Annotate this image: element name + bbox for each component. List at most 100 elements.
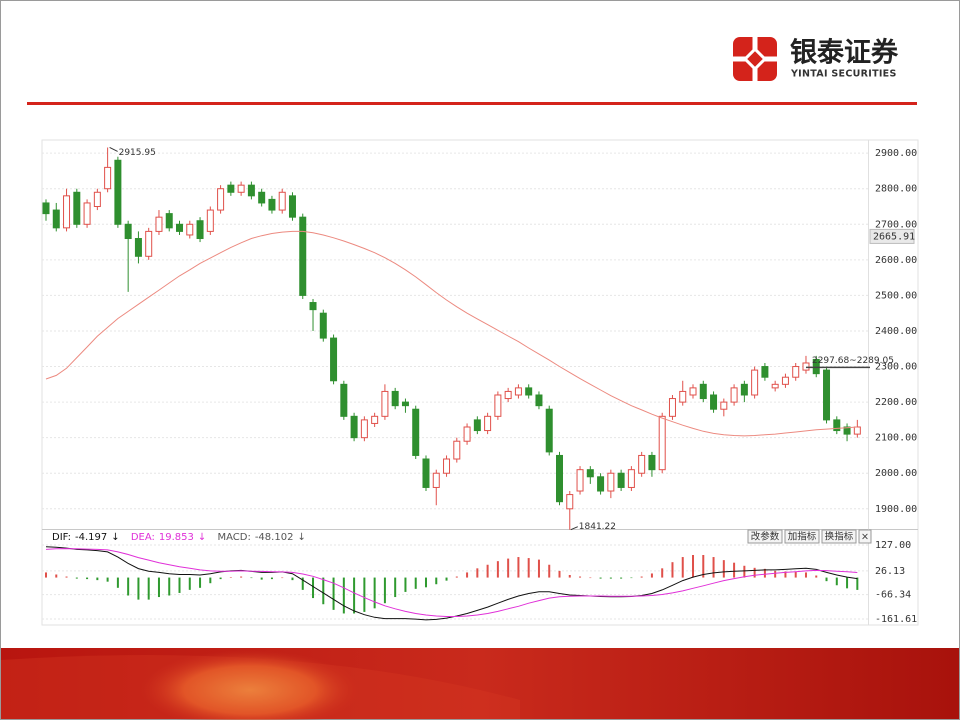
candle-body: [638, 454, 646, 474]
button-label[interactable]: 加指标: [788, 531, 817, 543]
candle-body: [237, 184, 245, 193]
macd-bar: [712, 557, 715, 578]
macd-legend: DIF: -4.197 ↓ DEA: 19.853 ↓ MACD: -48.102 ↓: [52, 532, 306, 543]
macd-bar: [630, 577, 633, 579]
macd-histogram: [45, 555, 859, 614]
macd-bar: [219, 577, 222, 580]
macd-bar: [650, 573, 653, 578]
candle-body: [556, 454, 563, 503]
macd-bar: [568, 575, 571, 578]
candle-body: [268, 198, 276, 211]
candle-body: [114, 159, 122, 225]
indicator-button[interactable]: ×: [858, 529, 872, 544]
candle-body: [504, 390, 512, 400]
candle-body: [833, 419, 841, 432]
candle-body: [648, 454, 656, 471]
macd-bar: [692, 555, 695, 578]
macd-bar: [168, 577, 171, 596]
candle-body: [422, 458, 430, 488]
candle-body: [710, 394, 718, 410]
y-tick-label: 2700.00: [875, 219, 917, 230]
macd-bar: [353, 577, 356, 614]
macd-bar: [45, 572, 47, 578]
macd-bar: [856, 577, 859, 590]
candle-body: [432, 472, 440, 488]
logo-name-en: YINTAI SECURITIES: [790, 69, 897, 80]
macd-bar: [363, 577, 366, 612]
macd-bar: [537, 559, 540, 578]
high-label: 2915.95: [119, 148, 156, 158]
macd-bar: [774, 570, 777, 578]
legend-name: MACD: [217, 532, 247, 543]
macd-bar: [702, 555, 705, 578]
macd-bar: [763, 568, 766, 578]
macd-bar: [106, 577, 109, 582]
candle-body: [463, 426, 471, 442]
low-label: 1841.22: [579, 522, 616, 532]
candle-body: [566, 494, 574, 510]
button-frame[interactable]: [747, 529, 783, 544]
candles: [42, 147, 861, 530]
candle-body: [42, 202, 50, 215]
candle-body: [792, 366, 800, 378]
candle-body: [823, 369, 831, 421]
button-label[interactable]: ×: [861, 532, 869, 543]
macd-bar: [147, 577, 150, 600]
macd-line: [45, 546, 858, 621]
candle-body: [206, 209, 214, 232]
macd-bar: [835, 577, 838, 586]
macd-bar: [65, 576, 68, 578]
last-price-box: [869, 228, 915, 244]
candle-body: [217, 188, 225, 211]
macd-bar: [599, 577, 602, 579]
candle-body: [525, 387, 533, 396]
macd-bar: [404, 577, 407, 592]
macd-bar: [815, 575, 818, 578]
y-tick-label: 2300.00: [875, 362, 917, 373]
candle-body: [473, 419, 481, 432]
candle-body: [350, 415, 358, 439]
button-label[interactable]: 改参数: [751, 531, 780, 543]
macd-bar: [486, 564, 489, 578]
macd-bar: [681, 557, 684, 578]
y-tick-label: 2600.00: [875, 255, 917, 266]
logo-diamond: [742, 46, 768, 72]
candle-body: [812, 358, 820, 375]
macd-bar: [240, 576, 243, 578]
candle-body: [730, 387, 738, 403]
indicator-button[interactable]: 换指标: [821, 529, 857, 544]
button-label[interactable]: 换指标: [825, 531, 854, 543]
candle-body: [299, 216, 307, 296]
macd-bar: [794, 571, 797, 578]
macd-bar: [620, 577, 623, 579]
indicator-button[interactable]: 改参数: [747, 529, 783, 544]
macd-bar: [229, 577, 232, 578]
macd-bar: [589, 577, 592, 579]
candle-body: [627, 469, 635, 488]
button-frame[interactable]: [784, 529, 820, 544]
candle-body: [679, 390, 687, 403]
macd-bar: [784, 571, 787, 578]
indicator-button[interactable]: 加指标: [784, 529, 820, 544]
y-tick-label: 26.13: [875, 566, 905, 577]
y-tick-label: 2800.00: [875, 184, 917, 195]
macd-bar: [342, 577, 345, 614]
macd-bar: [743, 565, 746, 578]
button-frame[interactable]: [858, 529, 872, 544]
logo: 银泰证券 YINTAI SECURITIES: [733, 37, 899, 81]
legend-value: 19.853: [159, 532, 194, 543]
macd-bar: [383, 577, 386, 604]
legend-trend: ↓: [111, 532, 119, 543]
macd-bar: [455, 576, 458, 578]
candle-body: [83, 202, 91, 225]
footer-band: [1, 648, 959, 720]
legend-name: DEA: [131, 532, 152, 543]
macd-bar: [609, 577, 612, 579]
range-label: 2297.68~2289.05: [812, 356, 894, 366]
y-tick-label: 1900.00: [875, 504, 917, 515]
button-frame[interactable]: [821, 529, 857, 544]
candle-body: [751, 369, 759, 396]
candle-body: [668, 398, 676, 417]
macd-bar: [127, 577, 130, 596]
